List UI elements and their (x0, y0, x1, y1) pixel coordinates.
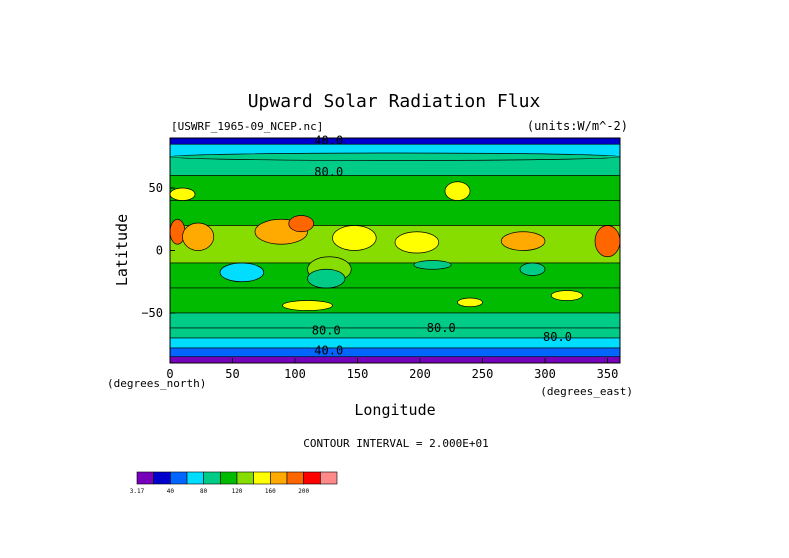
colorbar: 3.17 40 80 120 160 200 (130, 471, 338, 495)
latitude-band (169, 347, 621, 358)
colorbar-swatch (236, 471, 254, 485)
colorbar-swatch (253, 471, 271, 485)
colorbar-swatch (153, 471, 171, 485)
x-axis: 0 50 100 150 200 250 300 350 (166, 358, 618, 381)
contour-region (282, 300, 333, 311)
colorbar-swatch (303, 471, 321, 485)
x-tick-label: 0 (166, 367, 173, 381)
contour-region (594, 225, 621, 258)
latitude-band (169, 287, 621, 314)
chart-title: Upward Solar Radiation Flux (248, 91, 541, 112)
x-tick-label: 350 (597, 367, 619, 381)
colorbar-swatch (203, 471, 221, 485)
latitude-band (169, 137, 621, 145)
colorbar-swatch (220, 471, 238, 485)
source-label: [USWRF_1965-09_NCEP.nc] (171, 120, 323, 133)
x-tick-label: 100 (284, 367, 306, 381)
y-tick-label: −50 (141, 306, 163, 320)
contour-label: 80.0 (427, 321, 456, 335)
contour-labels: 40.0 80.0 80.0 80.0 80.0 40.0 (312, 134, 572, 358)
contour-region (500, 231, 546, 251)
latitude-band (169, 175, 621, 201)
colorbar-swatch (320, 471, 338, 485)
contour-region (519, 262, 546, 276)
contour-region (169, 187, 196, 201)
contour-region (444, 181, 471, 201)
colorbar-tick-label: 160 (265, 488, 276, 495)
x-tick-label: 200 (409, 367, 431, 381)
contour-region (182, 222, 215, 251)
contour-label: 80.0 (312, 324, 341, 338)
contour-region (307, 268, 346, 289)
colorbar-tick-label: 3.17 (130, 488, 145, 495)
contour-region (332, 225, 377, 251)
contour-interval: CONTOUR INTERVAL = 2.000E+01 (303, 437, 488, 450)
x-tick-label: 150 (347, 367, 369, 381)
y-tick-label: 50 (149, 181, 163, 195)
x-tick-label: 250 (472, 367, 494, 381)
x-tick-label: 50 (225, 367, 239, 381)
contour-region (550, 290, 583, 301)
contour-region (413, 260, 452, 270)
contour-region (169, 152, 621, 161)
contour-region (394, 231, 440, 254)
colorbar-swatch (270, 471, 288, 485)
colorbar-swatch (186, 471, 204, 485)
colorbar-swatch (170, 471, 188, 485)
colorbar-tick-label: 40 (167, 488, 175, 495)
colorbar-swatch (136, 471, 154, 485)
colorbar-tick-label: 200 (298, 488, 309, 495)
colorbar-tick-label: 120 (232, 488, 243, 495)
contour-label: 40.0 (314, 344, 343, 358)
contour-region (288, 215, 315, 233)
y-tick-label: 0 (156, 244, 163, 258)
contour-region (219, 262, 265, 283)
contour-label: 80.0 (543, 330, 572, 344)
latitude-band (169, 312, 621, 329)
contour-region (457, 297, 483, 308)
y-axis-title: Latitude (113, 214, 131, 286)
plot-area (169, 137, 621, 364)
latitude-band (169, 356, 621, 364)
x-axis-title: Longitude (354, 401, 435, 419)
latitude-band (169, 200, 621, 226)
contour-label: 40.0 (314, 134, 343, 148)
x-axis-unit: (degrees_east) (540, 385, 633, 398)
units-label: (units:W/m^-2) (527, 119, 628, 133)
colorbar-tick-label: 80 (200, 488, 208, 495)
x-tick-label: 300 (534, 367, 556, 381)
colorbar-swatch (286, 471, 304, 485)
y-axis: −50 0 50 (141, 181, 175, 320)
y-axis-unit: (degrees_north) (107, 377, 206, 390)
contour-label: 80.0 (314, 165, 343, 179)
